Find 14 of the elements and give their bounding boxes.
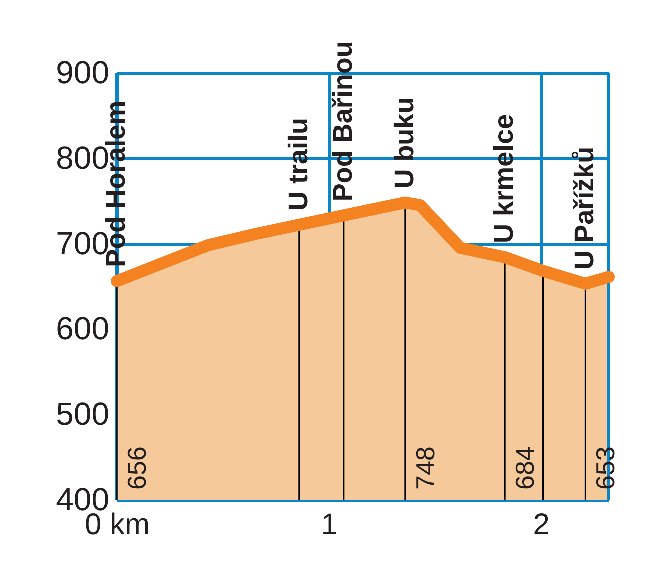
annotation: 656: [122, 446, 152, 490]
ref-line-label: U buku: [389, 97, 420, 189]
y-tick-label: 500: [56, 396, 110, 432]
annotation: 748: [410, 446, 440, 490]
y-tick-label: 900: [56, 54, 110, 90]
annotation: 684: [510, 446, 540, 490]
ref-line-label: U trailu: [283, 118, 314, 212]
ref-line-label: U krmelce: [489, 114, 520, 244]
y-tick-label: 600: [56, 310, 110, 347]
x-tick-label: 1: [321, 508, 338, 542]
annotation: 653: [590, 446, 621, 490]
x-tick-label: 2: [533, 508, 550, 542]
ref-line-label: Pod Bařinou: [328, 41, 358, 202]
ref-line-label: U Pařížků: [570, 146, 600, 270]
